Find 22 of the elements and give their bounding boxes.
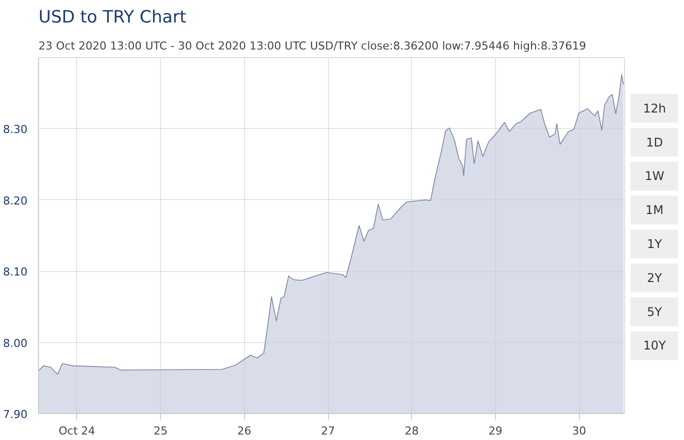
- chart-subtitle: 23 Oct 2020 13:00 UTC - 30 Oct 2020 13:00 UTC USD/TRY close:8.36200 low:7.95446 high:8.37619: [38, 40, 586, 52]
- text: 1D: [646, 135, 663, 150]
- x-tick-label: 30: [572, 424, 586, 438]
- x-tick-label: 29: [488, 424, 502, 438]
- x-tick-label: 27: [321, 424, 336, 438]
- text: 10Y: [643, 338, 666, 353]
- x-tick-label: 26: [237, 424, 252, 438]
- chart-title: USD to TRY Chart: [38, 8, 187, 28]
- x-tick-label: Oct 24: [58, 424, 96, 438]
- text: 1W: [644, 169, 664, 184]
- y-tick-label: 8.10: [3, 266, 28, 279]
- y-tick-label: 8.30: [3, 123, 28, 136]
- y-tick-label: 8.00: [3, 336, 28, 350]
- x-tick-label: 25: [154, 424, 168, 438]
- text: 1Y: [647, 236, 663, 251]
- text: 12h: [643, 101, 666, 116]
- x-tick-label: 28: [404, 424, 419, 438]
- text: 1M: [646, 203, 664, 218]
- y-tick-label: 8.20: [3, 194, 28, 208]
- text: 2Y: [647, 270, 663, 285]
- y-tick-label: 7.90: [3, 408, 28, 421]
- text: 5Y: [647, 304, 663, 319]
